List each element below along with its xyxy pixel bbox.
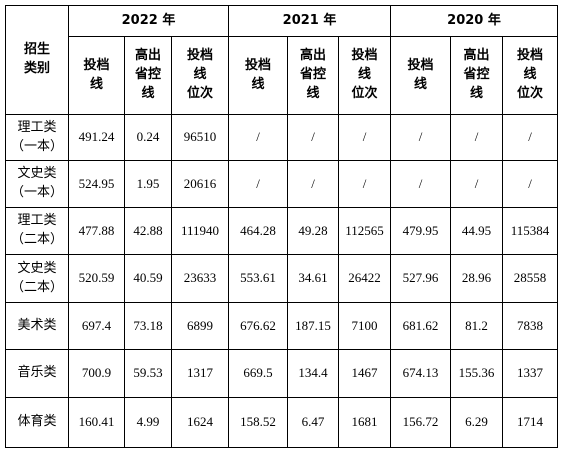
column-header: 高出 省控 线 <box>124 36 172 115</box>
data-cell: / <box>228 160 289 208</box>
table-row: 理工类 （一本） 491.24 0.24 96510// / / / / <box>5 114 559 161</box>
data-cell: 6899 <box>170 302 230 350</box>
table-row: 投档 线高出 省控 线投档 线 位次 投档 线高出 省控 线投档 线 位次 投档 线… <box>6 36 559 115</box>
data-cell: 7838 <box>502 302 559 350</box>
data-cell: 464.28 <box>228 207 289 255</box>
data-cell: / <box>287 114 340 161</box>
data-cell: / <box>338 114 392 161</box>
data-cell: 697.4 <box>68 302 125 350</box>
data-cell: 49.28 <box>287 207 340 255</box>
data-cell: 34.61 <box>287 254 340 303</box>
data-cell: 81.2 <box>450 302 504 350</box>
data-cell: 59.53 <box>124 349 172 398</box>
data-cell: 26422 <box>338 254 392 303</box>
row-label: 理工类 （一本） <box>5 114 69 161</box>
data-cell: / <box>228 114 289 161</box>
data-cell: 674.13 <box>390 349 452 398</box>
data-cell: 527.96 <box>390 254 452 303</box>
table-row: 理工类 （二本） 477.88 42.88 111940 464.28 49.28 1125… <box>5 207 559 255</box>
data-cell: 112565 <box>338 207 392 255</box>
data-cell: 1317 <box>170 349 230 398</box>
data-cell: 1714 <box>502 397 559 448</box>
data-cell: 1624 <box>170 397 230 448</box>
table-row: 文史类 （二本） 520.59 40.59 23633 553.61 34.61 26422… <box>5 254 559 303</box>
data-cell: 1.95 <box>124 160 172 208</box>
year-header: 2021 年 <box>228 5 392 37</box>
data-cell: 23633 <box>170 254 230 303</box>
data-cell: / <box>287 160 340 208</box>
data-cell: 700.9 <box>68 349 125 398</box>
row-label: 体育类 <box>5 397 69 448</box>
data-cell: 96510 <box>170 114 230 161</box>
data-cell: / <box>450 114 504 161</box>
data-cell: 479.95 <box>390 207 452 255</box>
data-cell: 28.96 <box>450 254 504 303</box>
table-row: 音乐类 700.9 59.53 1317 669.5 134.4 1467 674.13 155… <box>5 349 559 398</box>
data-cell: / <box>390 160 452 208</box>
data-cell: 44.95 <box>450 207 504 255</box>
data-cell: 524.95 <box>68 160 125 208</box>
data-cell: 28558 <box>502 254 559 303</box>
column-header: 投档 线 <box>68 36 125 115</box>
data-cell: 115384 <box>502 207 559 255</box>
data-cell: 1467 <box>338 349 392 398</box>
data-cell: 6.29 <box>450 397 504 448</box>
data-cell: 156.72 <box>390 397 452 448</box>
data-cell: / <box>502 160 559 208</box>
row-label: 美术类 <box>5 302 69 350</box>
data-cell: 491.24 <box>68 114 125 161</box>
column-header: 投档 线 <box>390 36 452 115</box>
data-cell: 187.15 <box>287 302 340 350</box>
data-cell: / <box>390 114 452 161</box>
data-cell: 20616 <box>170 160 230 208</box>
data-cell: 669.5 <box>228 349 289 398</box>
table-row: 体育类 160.41 4.99 1624 158.52 6.47 1681 156.72 6.2… <box>5 397 559 448</box>
data-cell: 160.41 <box>68 397 125 448</box>
table-row: 招生 类别 2022 年 2021 年 2020 年 <box>5 5 559 115</box>
data-cell: 155.36 <box>450 349 504 398</box>
column-header: 高出 省控 线 <box>287 36 340 115</box>
row-label: 音乐类 <box>5 349 69 398</box>
row-label: 文史类 （一本） <box>5 160 69 208</box>
column-header: 投档 线 <box>228 36 289 115</box>
data-cell: 6.47 <box>287 397 340 448</box>
corner-header: 招生 类别 <box>5 5 69 115</box>
data-cell: 676.62 <box>228 302 289 350</box>
data-cell: 42.88 <box>124 207 172 255</box>
data-cell: / <box>502 114 559 161</box>
column-header: 投档 线 位次 <box>338 36 392 115</box>
data-cell: 4.99 <box>124 397 172 448</box>
row-label: 理工类 （二本） <box>5 207 69 255</box>
data-cell: 111940 <box>170 207 230 255</box>
data-cell: 681.62 <box>390 302 452 350</box>
data-cell: 40.59 <box>124 254 172 303</box>
data-cell: 1681 <box>338 397 392 448</box>
table-row: 文史类 （一本） 524.95 1.95 20616// / / / / <box>5 160 559 208</box>
data-cell: 0.24 <box>124 114 172 161</box>
data-cell: 520.59 <box>68 254 125 303</box>
data-cell: 1337 <box>502 349 559 398</box>
column-header: 投档 线 位次 <box>170 36 230 115</box>
data-cell: / <box>338 160 392 208</box>
data-cell: 553.61 <box>228 254 289 303</box>
year-header: 2022 年 <box>67 5 230 37</box>
year-header: 2020 年 <box>390 5 559 37</box>
data-cell: 477.88 <box>68 207 125 255</box>
table-row: 美术类 697.4 73.18 6899 676.62 187.15 7100 681.62 8… <box>5 302 559 350</box>
data-cell: 7100 <box>338 302 392 350</box>
column-header: 投档 线 位次 <box>502 36 559 115</box>
admission-table: 招生 类别 2022 年 2021 年 2020 年投档 线高出 省控 线投档 线 位… <box>5 5 559 448</box>
data-cell: 134.4 <box>287 349 340 398</box>
column-header: 高出 省控 线 <box>450 36 504 115</box>
data-cell: 158.52 <box>228 397 289 448</box>
data-cell: / <box>450 160 504 208</box>
data-cell: 73.18 <box>124 302 172 350</box>
row-label: 文史类 （二本） <box>5 254 69 303</box>
table-body: 招生 类别 2022 年 2021 年 2020 年投档 线高出 省控 线投档 线 位… <box>5 5 559 448</box>
